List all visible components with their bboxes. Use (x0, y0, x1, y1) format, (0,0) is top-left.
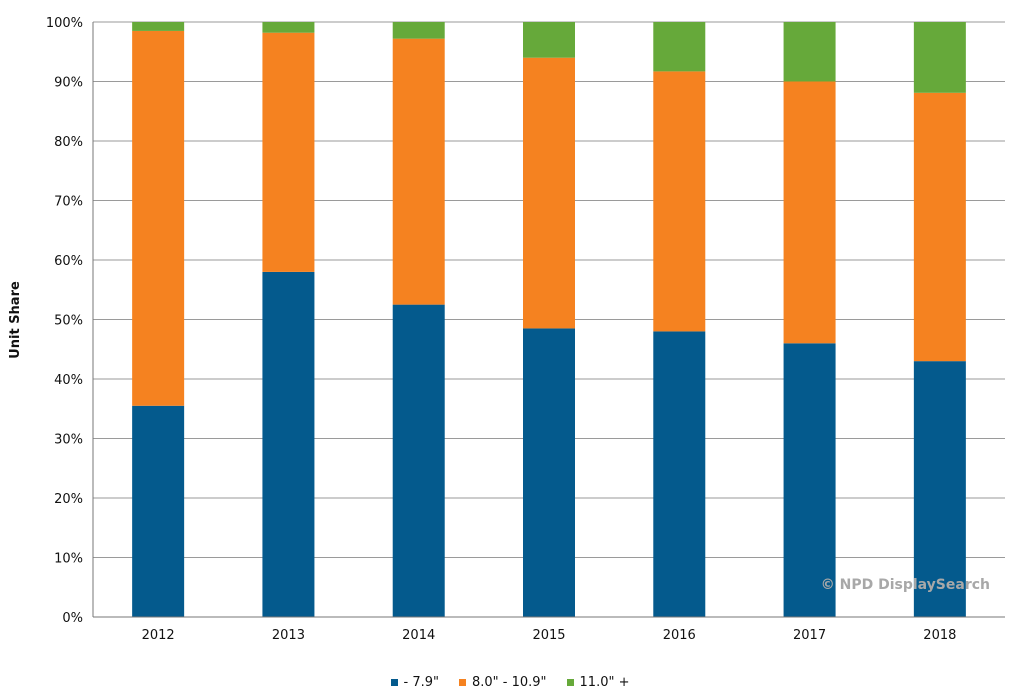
x-tick-label: 2017 (793, 628, 826, 643)
y-tick-label: 70% (54, 195, 83, 210)
legend-item: 8.0" - 10.9" (458, 674, 547, 690)
bar-segment (132, 30, 185, 406)
bar-segment (392, 38, 445, 305)
y-tick-label: 100% (46, 16, 83, 31)
legend-label: 11.0" + (579, 674, 630, 690)
bar-segment (913, 92, 966, 362)
bar-segment (132, 22, 185, 31)
bar-segment (262, 271, 315, 617)
x-tick-label: 2012 (142, 628, 175, 643)
legend-item: - 7.9" (390, 674, 439, 690)
x-tick-label: 2016 (663, 628, 696, 643)
legend: - 7.9" 8.0" - 10.9" 11.0" + (0, 672, 1020, 692)
y-tick-label: 40% (54, 373, 83, 388)
bar-segment (132, 405, 185, 617)
bar-segment (392, 22, 445, 39)
legend-item: 11.0" + (566, 674, 630, 690)
legend-swatch (566, 678, 574, 686)
bar-segment (653, 71, 706, 332)
y-tick-label: 60% (54, 254, 83, 269)
bar-segment (913, 22, 966, 93)
x-tick-label: 2013 (272, 628, 305, 643)
x-tick-label: 2015 (532, 628, 565, 643)
y-tick-label: 80% (54, 135, 83, 150)
bar-segment (653, 331, 706, 617)
x-tick-label: 2014 (402, 628, 435, 643)
bar-segment (783, 343, 836, 617)
bar-segment (653, 22, 706, 72)
y-tick-label: 10% (54, 552, 83, 567)
y-tick-label: 0% (62, 611, 83, 626)
bar-segment (523, 328, 575, 617)
bar-segment (523, 22, 575, 58)
bar-segment (783, 22, 836, 82)
legend-label: - 7.9" (403, 674, 439, 690)
bar-segment (523, 57, 575, 329)
legend-label: 8.0" - 10.9" (471, 674, 547, 690)
legend-swatch (458, 678, 466, 686)
bar-segment (392, 304, 445, 617)
y-tick-label: 30% (54, 433, 83, 448)
plot-area: 0% 10% 20% 30% 40% 50% 60% 70% 80% 90% 100% 2012 201… (8, 16, 1005, 643)
y-axis-label: Unit Share (8, 281, 23, 359)
x-tick-label: 2018 (923, 628, 956, 643)
watermark-annotation: © NPD DisplaySearch (821, 577, 990, 593)
y-tick-label: 90% (54, 76, 83, 91)
y-tick-label: 50% (54, 314, 83, 329)
bar-segment (262, 32, 315, 272)
bar-segment (913, 361, 966, 617)
legend-swatch (390, 678, 398, 686)
bar-segment (783, 81, 836, 344)
bar-segment (262, 22, 315, 33)
y-tick-label: 20% (54, 492, 83, 507)
